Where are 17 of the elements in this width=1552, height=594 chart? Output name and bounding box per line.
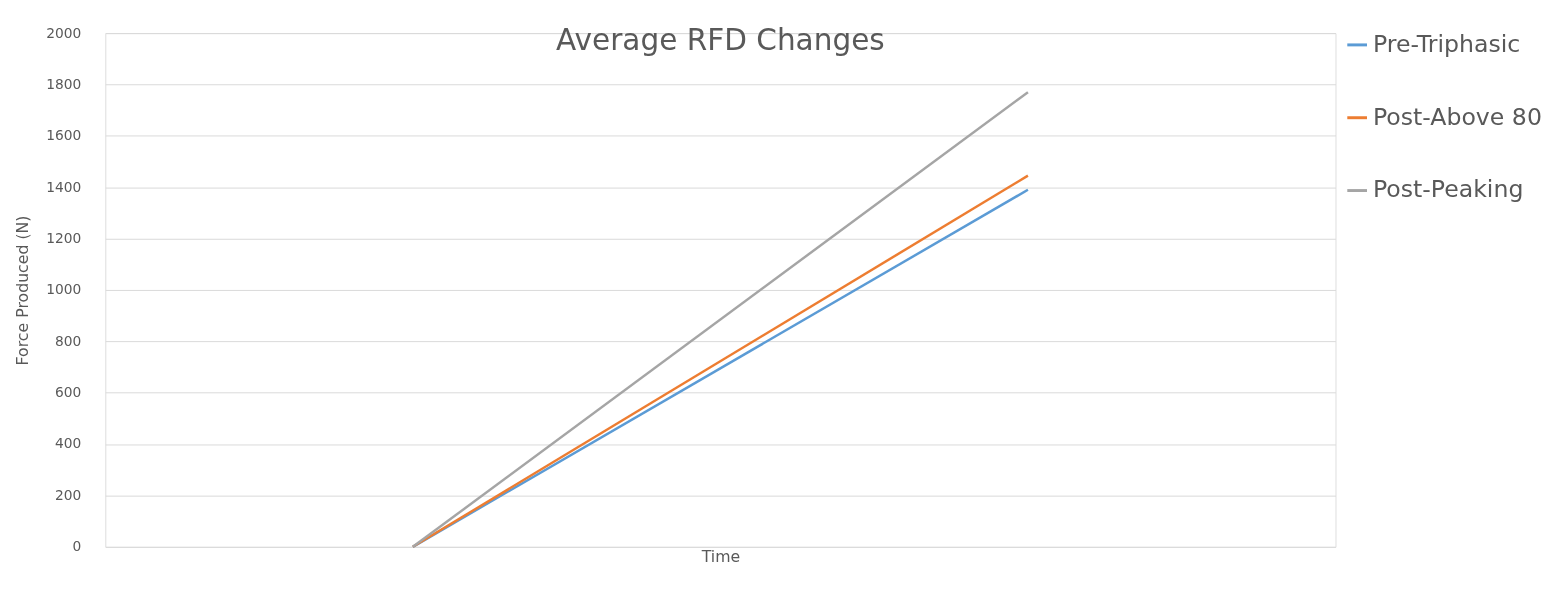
y-tick-label: 2000	[46, 24, 82, 41]
y-tick-label: 1800	[46, 75, 82, 92]
x-axis-title: Time	[700, 547, 741, 567]
legend-label: Pre-Triphasic	[1372, 29, 1521, 58]
chart-title: Average RFD Changes	[556, 22, 885, 57]
y-tick-label: 0	[72, 538, 82, 555]
legend-label: Post-Peaking	[1372, 175, 1524, 204]
y-tick-label: 200	[54, 486, 82, 503]
y-tick-label: 1600	[46, 127, 82, 144]
y-tick-label: 1200	[46, 230, 82, 247]
y-tick-label: 1400	[46, 178, 82, 195]
y-tick-label: 800	[54, 332, 82, 349]
y-axis-title: Force Produced (N)	[13, 215, 33, 366]
legend-label: Post-Above 80	[1372, 102, 1542, 131]
y-tick-label: 1000	[46, 281, 82, 298]
y-tick-label: 400	[54, 435, 82, 452]
y-tick-label: 600	[54, 384, 82, 401]
